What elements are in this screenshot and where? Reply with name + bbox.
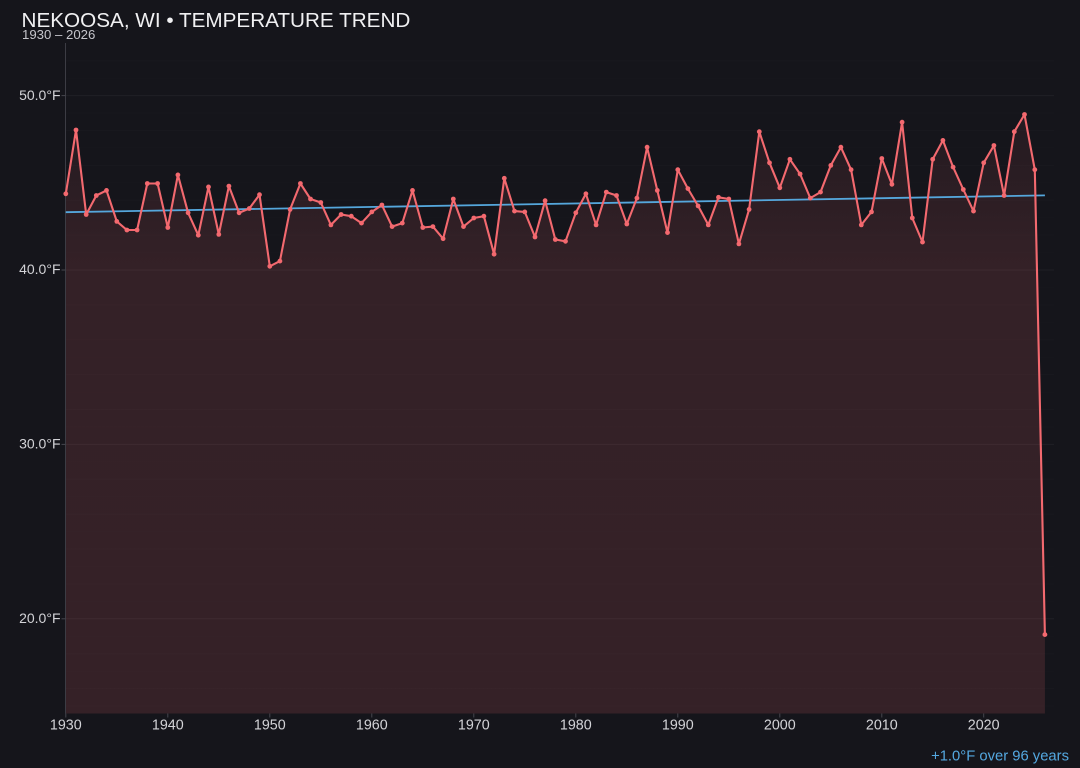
svg-text:1960: 1960 [356, 718, 388, 734]
svg-text:1930 – 2026: 1930 – 2026 [22, 27, 95, 42]
svg-text:1970: 1970 [458, 718, 490, 734]
svg-text:1980: 1980 [560, 718, 592, 734]
svg-text:1940: 1940 [152, 718, 184, 734]
svg-text:2020: 2020 [968, 718, 1000, 734]
svg-text:30.0°F: 30.0°F [19, 436, 60, 452]
svg-text:+1.0°F over 96 years: +1.0°F over 96 years [931, 749, 1069, 765]
svg-text:50.0°F: 50.0°F [19, 87, 60, 103]
svg-text:1990: 1990 [662, 718, 694, 734]
svg-text:2010: 2010 [866, 718, 898, 734]
svg-text:NEKOOSA, WI • TEMPERATURE TREN: NEKOOSA, WI • TEMPERATURE TREND [22, 9, 411, 32]
svg-text:20.0°F: 20.0°F [19, 610, 60, 626]
svg-text:1950: 1950 [254, 718, 286, 734]
svg-text:40.0°F: 40.0°F [19, 261, 60, 277]
svg-text:2000: 2000 [764, 718, 796, 734]
svg-text:1930: 1930 [50, 718, 82, 734]
